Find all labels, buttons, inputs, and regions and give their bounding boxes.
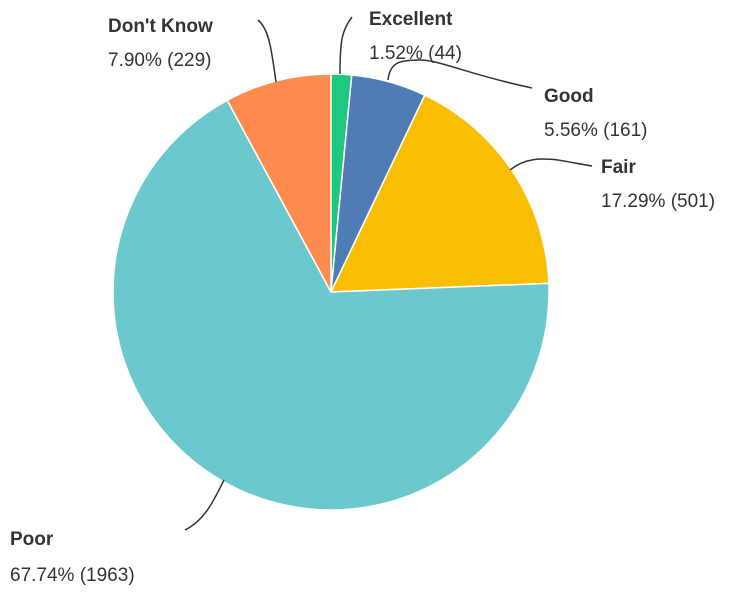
label-fair-value: 17.29% (501) xyxy=(601,191,715,212)
label-dont-know-name: Don't Know xyxy=(108,16,213,37)
leader-line-poor xyxy=(184,479,225,531)
leader-line-excellent xyxy=(339,16,353,75)
label-good-value: 5.56% (161) xyxy=(544,120,648,141)
leader-lines xyxy=(184,16,593,531)
label-dont-know-value: 7.90% (229) xyxy=(108,50,212,71)
leader-line-good xyxy=(387,59,533,89)
pie-slice-fair xyxy=(330,94,550,293)
data-labels: Excellent 1.52% (44) Good 5.56% (161) Fa… xyxy=(10,9,715,586)
pie-slice-don-t-know xyxy=(226,73,332,293)
label-fair-name: Fair xyxy=(601,157,636,178)
label-excellent-value: 1.52% (44) xyxy=(369,43,462,64)
leader-line-dont-know xyxy=(257,19,277,83)
leader-line-fair xyxy=(509,158,593,171)
label-good-name: Good xyxy=(544,86,594,107)
pie-slices xyxy=(112,73,550,511)
label-poor-name: Poor xyxy=(10,529,54,550)
label-poor-value: 67.74% (1963) xyxy=(10,565,135,586)
label-excellent-name: Excellent xyxy=(369,9,453,30)
